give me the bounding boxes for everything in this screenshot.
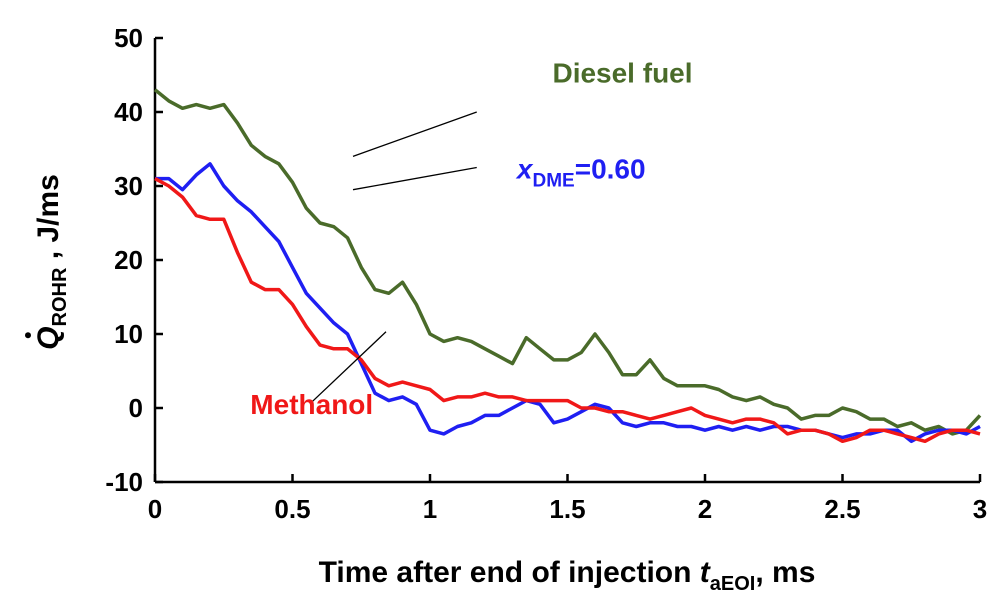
y-axis-title-group: QROHR , J/ms bbox=[25, 174, 71, 350]
pointer-line bbox=[311, 331, 387, 403]
label-sub: DME bbox=[532, 171, 574, 192]
x-axis-title: Time after end of injection taEOI, ms bbox=[319, 556, 816, 595]
x-tick-label: 1.5 bbox=[549, 494, 585, 524]
x-axis-title-unit: , ms bbox=[755, 556, 815, 589]
y-axis-title-sub: ROHR bbox=[49, 267, 71, 326]
pointer-line bbox=[352, 111, 477, 158]
label-methanol: Methanol bbox=[250, 389, 373, 420]
series-labels: Diesel fuel xDME=0.60 Methanol bbox=[250, 57, 692, 420]
x-tick-label: 0 bbox=[148, 494, 162, 524]
x-ticks: 0 0.5 1 1.5 2 2.5 3 bbox=[148, 474, 987, 524]
y-ticks: -10 0 10 20 30 40 50 bbox=[105, 23, 163, 497]
y-tick-label: 50 bbox=[114, 23, 143, 53]
y-axis-title-dot bbox=[25, 332, 31, 339]
x-tick-label: 1 bbox=[423, 494, 437, 524]
x-axis-title-text: Time after end of injection bbox=[319, 556, 700, 589]
y-tick-label: 0 bbox=[129, 393, 143, 423]
pointer-line bbox=[352, 166, 477, 191]
y-tick-label: -10 bbox=[105, 467, 143, 497]
y-axis-title: QROHR , J/ms bbox=[32, 174, 71, 350]
series-line-methanol bbox=[154, 177, 981, 444]
y-tick-label: 10 bbox=[114, 319, 143, 349]
label-suffix: =0.60 bbox=[575, 154, 646, 185]
y-tick-label: 20 bbox=[114, 245, 143, 275]
label-diesel-fuel: Diesel fuel bbox=[552, 57, 692, 88]
x-axis-title-sub: aEOI bbox=[710, 573, 756, 595]
label-var: x bbox=[515, 154, 534, 185]
x-tick-label: 2.5 bbox=[824, 494, 860, 524]
series-lines bbox=[153, 88, 982, 444]
x-tick-label: 0.5 bbox=[274, 494, 310, 524]
x-axis-title-var: t bbox=[700, 556, 712, 589]
label-xdme: xDME=0.60 bbox=[515, 154, 646, 192]
y-tick-label: 40 bbox=[114, 97, 143, 127]
y-axis-title-var: Q bbox=[32, 326, 65, 349]
series-line-diesel-fuel bbox=[153, 88, 982, 436]
x-tick-label: 3 bbox=[973, 494, 987, 524]
x-tick-label: 2 bbox=[698, 494, 712, 524]
series-line-xdme-0-60 bbox=[155, 162, 981, 444]
q-dot bbox=[25, 332, 31, 339]
y-axis-title-unit: , J/ms bbox=[32, 174, 65, 267]
annotation-pointers bbox=[311, 111, 477, 403]
y-tick-label: 30 bbox=[114, 171, 143, 201]
